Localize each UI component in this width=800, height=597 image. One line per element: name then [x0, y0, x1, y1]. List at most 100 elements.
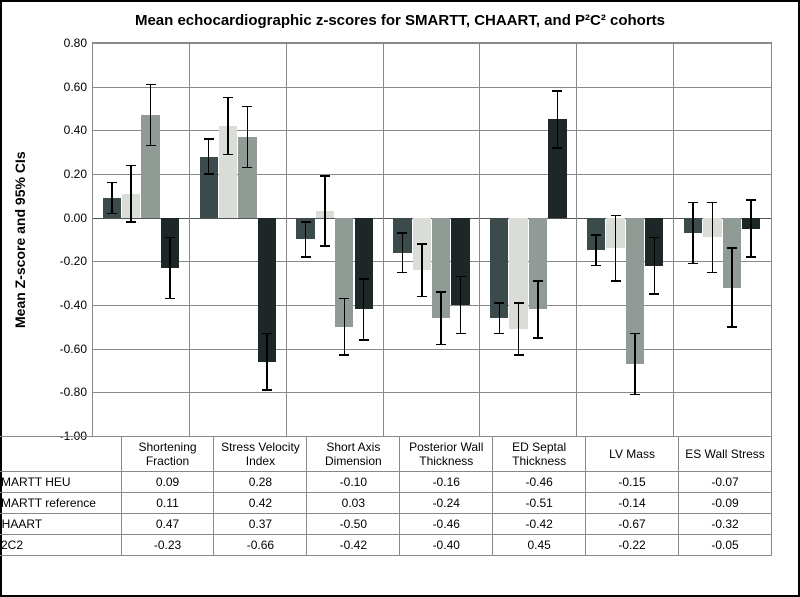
- series-label: P2C2: [0, 538, 23, 552]
- error-cap: [339, 298, 349, 300]
- table-cell: -0.50: [307, 514, 400, 535]
- plot-area: -1.00-0.80-0.60-0.40-0.200.000.200.400.6…: [92, 42, 772, 437]
- table-cell: -0.22: [586, 535, 679, 556]
- error-cap: [301, 256, 311, 258]
- table-cell: -0.10: [307, 472, 400, 493]
- table-cell: 0.03: [307, 493, 400, 514]
- table-row-header: P2C2: [0, 535, 121, 556]
- table-cell: -0.46: [400, 514, 493, 535]
- error-cap: [688, 202, 698, 204]
- error-cap: [591, 234, 601, 236]
- error-cap: [514, 302, 524, 304]
- table-cell: -0.42: [307, 535, 400, 556]
- error-cap: [242, 167, 252, 169]
- y-axis-label: Mean Z-score and 95% CIs: [12, 151, 28, 328]
- table-column-header: Short Axis Dimension: [307, 437, 400, 472]
- error-bar: [130, 165, 132, 222]
- error-bar: [557, 91, 559, 148]
- table-cell: 0.42: [214, 493, 307, 514]
- error-cap: [746, 256, 756, 258]
- y-tick-label: -0.60: [60, 342, 87, 356]
- table-cell: -0.07: [679, 472, 772, 493]
- table-cell: -0.24: [400, 493, 493, 514]
- error-bar: [460, 277, 462, 334]
- y-tick-label: 0.40: [64, 123, 87, 137]
- table-cell: 0.09: [121, 472, 214, 493]
- error-cap: [397, 232, 407, 234]
- category-group: [674, 43, 771, 436]
- table-row: P2C2-0.23-0.66-0.42-0.400.45-0.22-0.05: [0, 535, 772, 556]
- error-cap: [417, 296, 427, 298]
- error-cap: [552, 147, 562, 149]
- table-cell: -0.23: [121, 535, 214, 556]
- table-cell: 0.37: [214, 514, 307, 535]
- table-column-header: Stress Velocity Index: [214, 437, 307, 472]
- error-cap: [320, 245, 330, 247]
- table-corner: [0, 437, 121, 472]
- error-bar: [595, 235, 597, 266]
- error-cap: [204, 173, 214, 175]
- error-bar: [421, 244, 423, 296]
- error-cap: [727, 247, 737, 249]
- error-cap: [359, 278, 369, 280]
- error-cap: [707, 202, 717, 204]
- y-tick-label: 0.60: [64, 80, 87, 94]
- series-label: CHAART: [0, 517, 42, 531]
- category-group: [93, 43, 190, 436]
- error-cap: [494, 333, 504, 335]
- table-cell: 0.45: [493, 535, 586, 556]
- error-cap: [320, 175, 330, 177]
- error-cap: [146, 84, 156, 86]
- error-bar: [208, 139, 210, 174]
- chart-frame: Mean echocardiographic z-scores for SMAR…: [0, 0, 800, 597]
- error-bar: [634, 333, 636, 394]
- table-cell: -0.51: [493, 493, 586, 514]
- data-table: Shortening FractionStress Velocity Index…: [0, 436, 772, 556]
- error-cap: [165, 237, 175, 239]
- error-cap: [359, 339, 369, 341]
- table-column-header: Shortening Fraction: [121, 437, 214, 472]
- error-cap: [165, 298, 175, 300]
- table-column-header: ES Wall Stress: [679, 437, 772, 472]
- error-bar: [344, 298, 346, 355]
- table-cell: 0.11: [121, 493, 214, 514]
- error-cap: [456, 276, 466, 278]
- error-cap: [417, 243, 427, 245]
- y-tick-label: 0.00: [64, 211, 87, 225]
- error-bar: [169, 237, 171, 298]
- table-row-header: CHAART: [0, 514, 121, 535]
- error-cap: [456, 333, 466, 335]
- error-cap: [301, 221, 311, 223]
- error-cap: [611, 215, 621, 217]
- error-cap: [494, 302, 504, 304]
- table-cell: -0.42: [493, 514, 586, 535]
- error-bar: [247, 106, 249, 167]
- error-bar: [324, 176, 326, 246]
- error-cap: [107, 213, 117, 215]
- table-row: SMARTT HEU0.090.28-0.10-0.16-0.46-0.15-0…: [0, 472, 772, 493]
- series-label: SMARTT HEU: [0, 475, 71, 489]
- error-cap: [223, 97, 233, 99]
- error-cap: [533, 337, 543, 339]
- table-cell: 0.47: [121, 514, 214, 535]
- error-cap: [397, 272, 407, 274]
- table-column-header: Posterior Wall Thickness: [400, 437, 493, 472]
- table-cell: -0.14: [586, 493, 679, 514]
- error-cap: [204, 138, 214, 140]
- table-row-header: SMARTT HEU: [0, 472, 121, 493]
- error-cap: [126, 165, 136, 167]
- error-bar: [363, 279, 365, 340]
- error-bar: [305, 222, 307, 257]
- error-bar: [750, 200, 752, 257]
- table-cell: -0.32: [679, 514, 772, 535]
- table-cell: 0.28: [214, 472, 307, 493]
- y-tick-label: -0.40: [60, 298, 87, 312]
- error-cap: [436, 291, 446, 293]
- table-row: CHAART 0.470.37-0.50-0.46-0.42-0.67-0.32: [0, 514, 772, 535]
- category-group: [190, 43, 287, 436]
- error-cap: [630, 394, 640, 396]
- error-cap: [707, 272, 717, 274]
- table-cell: -0.05: [679, 535, 772, 556]
- table-cell: -0.67: [586, 514, 679, 535]
- table-cell: -0.09: [679, 493, 772, 514]
